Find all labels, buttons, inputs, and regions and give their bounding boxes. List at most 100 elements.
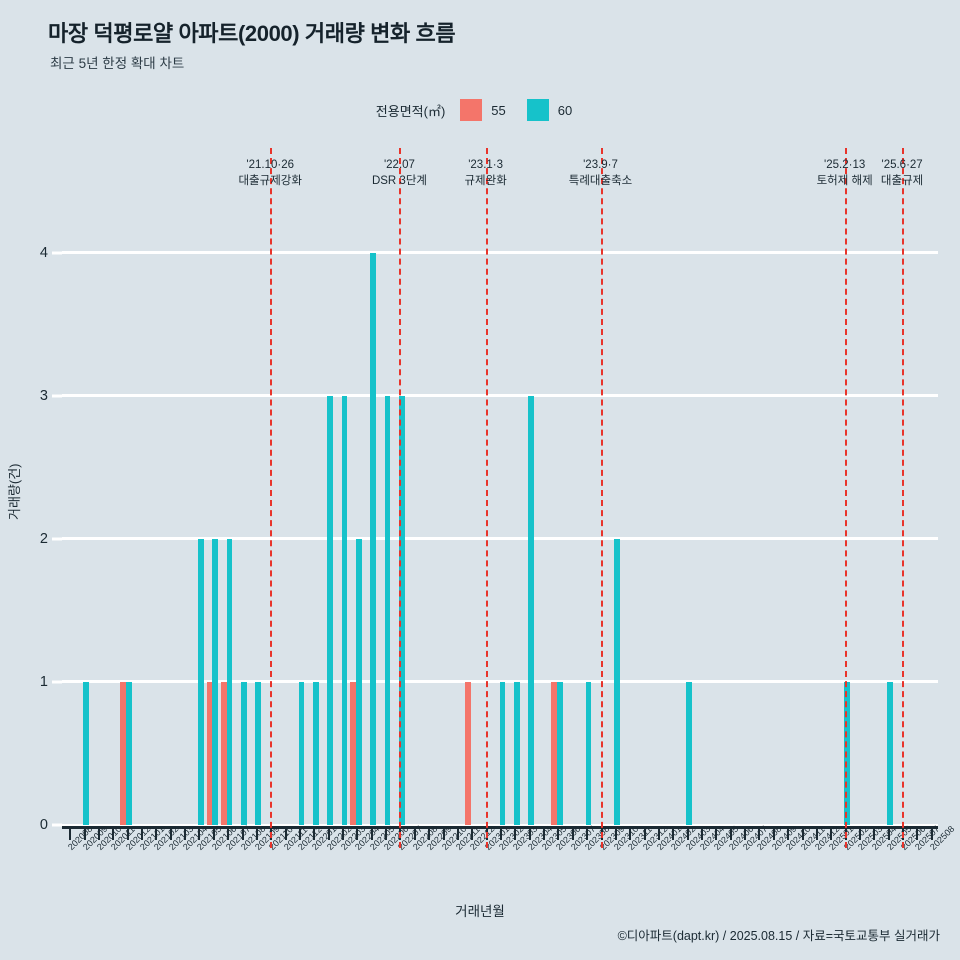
event-name: 토허제 해제	[816, 175, 873, 187]
x-axis-tick	[657, 829, 660, 840]
bar-202403-60[interactable]	[686, 681, 692, 825]
x-axis-tick	[227, 829, 230, 840]
y-axis-tick	[52, 537, 62, 541]
x-axis-tick	[758, 829, 761, 840]
x-axis-tick	[514, 829, 517, 840]
bar-202303-60[interactable]	[513, 681, 520, 825]
event-date: '21.10·26	[246, 159, 295, 171]
bar-202304-60[interactable]	[528, 395, 535, 825]
event-line-202502	[844, 148, 847, 848]
bar-202009-60[interactable]	[83, 681, 89, 825]
x-axis-tick	[672, 829, 675, 840]
event-date: '22.07	[383, 159, 415, 171]
x-axis-tick	[456, 829, 459, 840]
bar-202108-60[interactable]	[241, 681, 247, 825]
y-axis-tick-label: 1	[39, 673, 48, 690]
bar-202106-55[interactable]	[206, 681, 213, 825]
x-axis-line	[62, 826, 938, 829]
x-axis-tick	[356, 829, 359, 840]
event-line-202301	[485, 148, 488, 848]
y-axis-tick	[52, 251, 62, 255]
event-name: 규제완화	[464, 175, 507, 187]
y-axis-tick-label: 4	[39, 244, 48, 261]
y-axis-tick	[52, 394, 62, 398]
x-axis-tick	[729, 829, 732, 840]
legend-swatch-55[interactable]	[460, 99, 483, 121]
gridline	[62, 251, 938, 255]
legend: 전용면적(㎡) 55 60	[0, 99, 960, 121]
gridline	[62, 823, 938, 827]
bar-202012-60[interactable]	[126, 681, 132, 825]
y-axis-tick-label: 0	[39, 817, 48, 833]
bar-202107-55[interactable]	[220, 681, 227, 825]
x-axis-tick	[184, 829, 187, 840]
x-axis-tick	[370, 829, 373, 840]
event-name: 대출규제	[880, 175, 924, 187]
x-axis-tick	[284, 829, 287, 840]
event-label-202506: '25.6·27 대출규제	[881, 158, 923, 189]
x-axis-tick	[342, 829, 345, 840]
x-axis-tick	[528, 829, 531, 840]
x-axis-tick	[155, 829, 158, 840]
x-axis-tick	[859, 829, 862, 840]
gridline	[62, 680, 938, 684]
chart-subtitle: 최근 5년 한정 확대 차트	[50, 56, 185, 71]
x-axis-tick	[744, 829, 747, 840]
bar-202106-60[interactable]	[212, 538, 219, 825]
gridline	[62, 537, 938, 541]
y-axis: 0 1 2 3 4	[0, 210, 62, 833]
bar-202205-60[interactable]	[370, 252, 377, 825]
x-axis-tick	[614, 829, 617, 840]
bar-202308-60[interactable]	[585, 681, 592, 825]
bar-202203-60[interactable]	[341, 395, 348, 825]
bar-202204-55[interactable]	[350, 681, 356, 825]
bar-202310-60[interactable]	[614, 538, 621, 825]
bar-202105-60[interactable]	[197, 538, 204, 825]
chart-title: 마장 덕평로얄 아파트(2000) 거래량 변화 흐름	[48, 21, 456, 46]
x-axis-tick	[629, 829, 632, 840]
x-axis-tick	[586, 829, 589, 840]
y-axis-tick-label: 2	[39, 530, 48, 547]
event-label-202110: '21.10·26 대출규제강화	[238, 158, 301, 189]
y-axis-tick	[52, 680, 62, 684]
x-axis-tick	[701, 829, 704, 840]
legend-label-55: 55	[491, 102, 506, 118]
bar-202204-60[interactable]	[355, 538, 362, 825]
bar-202207-60[interactable]	[399, 395, 405, 825]
event-line-202309	[600, 148, 603, 848]
y-axis-tick	[52, 823, 62, 827]
x-axis-tick	[772, 829, 775, 840]
bar-202502-60[interactable]	[844, 681, 850, 825]
footer-credit: ©디아파트(dapt.kr) / 2025.08.15 / 자료=국토교통부 실…	[617, 929, 940, 943]
bar-202206-60[interactable]	[384, 395, 391, 825]
x-axis-tick	[428, 829, 431, 840]
bar-202112-60[interactable]	[298, 681, 305, 825]
x-axis-tick	[543, 829, 546, 840]
bar-202201-60[interactable]	[312, 681, 319, 825]
gridline	[62, 394, 938, 398]
event-label-202309: '23.9·7 특례대출축소	[569, 158, 632, 189]
bar-202302-60[interactable]	[499, 681, 506, 825]
x-axis-tick	[830, 829, 833, 840]
bar-202202-60[interactable]	[327, 395, 333, 825]
bar-202306-60[interactable]	[557, 681, 563, 825]
bar-202109-60[interactable]	[255, 681, 262, 825]
bar-202107-60[interactable]	[226, 538, 233, 825]
x-axis-tick	[887, 829, 890, 840]
bar-202306-55[interactable]	[551, 681, 557, 825]
event-name: 특례대출축소	[568, 175, 633, 187]
x-axis-tick	[413, 829, 416, 840]
bar-202505-60[interactable]	[887, 681, 894, 825]
y-axis-title: 거래량(건)	[7, 463, 22, 521]
x-axis-tick	[715, 829, 718, 840]
x-axis-tick	[327, 829, 330, 840]
bar-202012-55[interactable]	[120, 681, 127, 825]
x-axis-tick	[815, 829, 818, 840]
legend-swatch-60[interactable]	[526, 99, 549, 121]
bar-202212-55[interactable]	[465, 681, 471, 825]
x-axis-tick	[112, 829, 115, 840]
legend-label-60: 60	[557, 102, 573, 118]
x-axis-tick	[385, 829, 388, 840]
x-axis-tick	[787, 829, 790, 840]
x-axis-tick	[212, 829, 215, 840]
